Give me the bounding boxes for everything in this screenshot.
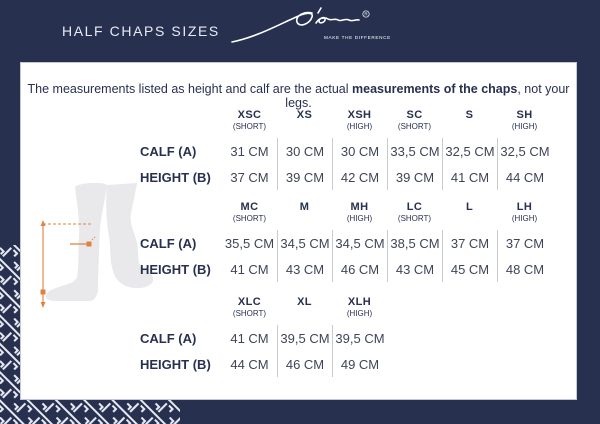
size-table-m-l: MC (SHORT) M MH (HIGH) LC (SHORT) L LH (HIGH) CALF… bbox=[140, 200, 552, 282]
calf-value: 35,5 CM bbox=[224, 235, 275, 251]
note-suffix: , not your legs. bbox=[285, 82, 570, 110]
size-variant: (SHORT) bbox=[397, 121, 432, 131]
calf-value: 31 CM bbox=[230, 143, 269, 159]
size-column-header: M bbox=[277, 200, 332, 230]
height-value: 44 CM bbox=[497, 164, 552, 190]
size-column-header: XL bbox=[277, 295, 332, 325]
size-code: L bbox=[465, 201, 474, 213]
size-code: S bbox=[465, 109, 474, 121]
size-code: XL bbox=[297, 296, 312, 308]
size-variant: (HIGH) bbox=[346, 121, 373, 131]
size-table-xl: XLC (SHORT) XL XLH (HIGH) CALF (A) 41 CM 39,5 C… bbox=[140, 295, 387, 377]
svg-text:R: R bbox=[364, 12, 368, 17]
size-column-header: MH (HIGH) bbox=[332, 200, 387, 230]
size-column-header: XSH (HIGH) bbox=[332, 108, 387, 138]
size-code: LH bbox=[516, 201, 533, 213]
size-code: MH bbox=[350, 201, 369, 213]
size-code: XS bbox=[296, 109, 313, 121]
calf-value: 37 CM bbox=[442, 230, 497, 256]
calf-value: 30 CM bbox=[277, 138, 332, 164]
height-value: 43 CM bbox=[277, 256, 332, 282]
size-column-header: LH (HIGH) bbox=[497, 200, 552, 230]
size-variant: (SHORT) bbox=[232, 213, 267, 223]
size-column-header: L bbox=[442, 200, 497, 230]
height-value: 43 CM bbox=[387, 256, 442, 282]
size-column-header: XS bbox=[277, 108, 332, 138]
brand-tagline: MAKE THE DIFFERENCE bbox=[324, 36, 391, 41]
leg-measurement-illustration-icon bbox=[40, 182, 154, 308]
height-row-label: HEIGHT (B) bbox=[140, 356, 211, 372]
size-code: MC bbox=[240, 201, 259, 213]
height-value: 46 CM bbox=[332, 256, 387, 282]
size-table-xs-s: XSC (SHORT) XS XSH (HIGH) SC (SHORT) S SH (HIGH) C… bbox=[140, 108, 552, 190]
size-code: XSC bbox=[237, 109, 262, 121]
size-variant: (HIGH) bbox=[511, 121, 538, 131]
height-value: 49 CM bbox=[332, 351, 387, 377]
height-value: 41 CM bbox=[442, 164, 497, 190]
size-variant: (HIGH) bbox=[346, 213, 373, 223]
size-code: LC bbox=[406, 201, 423, 213]
height-value: 42 CM bbox=[332, 164, 387, 190]
size-column-header: XSC (SHORT) bbox=[222, 108, 277, 138]
height-value: 39 CM bbox=[277, 164, 332, 190]
height-value: 45 CM bbox=[442, 256, 497, 282]
size-code: SH bbox=[516, 109, 533, 121]
size-column-header: MC (SHORT) bbox=[222, 200, 277, 230]
height-value: 39 CM bbox=[387, 164, 442, 190]
calf-row-label: CALF (A) bbox=[140, 143, 197, 159]
size-column-header: SC (SHORT) bbox=[387, 108, 442, 138]
measurement-note: The measurements listed as height and ca… bbox=[21, 82, 576, 110]
size-column-header: XLC (SHORT) bbox=[222, 295, 277, 325]
size-code: M bbox=[299, 201, 310, 213]
table-corner-spacer bbox=[140, 108, 222, 138]
size-column-header: S bbox=[442, 108, 497, 138]
size-code: XLC bbox=[237, 296, 262, 308]
table-corner-spacer bbox=[140, 200, 222, 230]
calf-value: 41 CM bbox=[230, 330, 269, 346]
size-code: XLH bbox=[347, 296, 372, 308]
note-bold: measurements of the chaps bbox=[352, 82, 518, 96]
size-code: SC bbox=[406, 109, 423, 121]
size-variant: (SHORT) bbox=[232, 121, 267, 131]
calf-value: 32,5 CM bbox=[442, 138, 497, 164]
calf-value: 39,5 CM bbox=[332, 325, 387, 351]
calf-value: 33,5 CM bbox=[387, 138, 442, 164]
calf-row-label: CALF (A) bbox=[140, 330, 197, 346]
calf-value: 38,5 CM bbox=[387, 230, 442, 256]
size-variant: (SHORT) bbox=[397, 213, 432, 223]
calf-value: 34,5 CM bbox=[332, 230, 387, 256]
calf-value: 37 CM bbox=[497, 230, 552, 256]
height-value: 37 CM bbox=[230, 169, 269, 185]
height-value: 46 CM bbox=[277, 351, 332, 377]
arrow-down-icon bbox=[40, 302, 46, 308]
height-value: 41 CM bbox=[230, 261, 269, 277]
arrow-up-icon bbox=[40, 220, 46, 226]
size-variant: (SHORT) bbox=[232, 308, 267, 318]
height-b-marker bbox=[40, 289, 46, 295]
calf-value: 34,5 CM bbox=[277, 230, 332, 256]
note-prefix: The measurements listed as height and ca… bbox=[27, 82, 353, 96]
table-corner-spacer bbox=[140, 295, 222, 325]
dyon-signature-icon: R bbox=[231, 7, 370, 43]
size-column-header: SH (HIGH) bbox=[497, 108, 552, 138]
calf-row-label: CALF (A) bbox=[140, 235, 197, 251]
calf-value: 39,5 CM bbox=[277, 325, 332, 351]
page-title: HALF CHAPS SIZES bbox=[62, 23, 220, 39]
height-value: 44 CM bbox=[230, 356, 269, 372]
size-variant: (HIGH) bbox=[346, 308, 373, 318]
brand-logo: R MAKE THE DIFFERENCE bbox=[228, 6, 391, 56]
calf-value: 30 CM bbox=[332, 138, 387, 164]
content-card: The measurements listed as height and ca… bbox=[20, 62, 577, 400]
size-variant: (HIGH) bbox=[511, 213, 538, 223]
size-column-header: XLH (HIGH) bbox=[332, 295, 387, 325]
height-row-label: HEIGHT (B) bbox=[140, 261, 211, 277]
registered-mark-icon: R bbox=[362, 10, 370, 18]
height-value: 48 CM bbox=[497, 256, 552, 282]
size-column-header: LC (SHORT) bbox=[387, 200, 442, 230]
calf-a-marker bbox=[86, 241, 92, 247]
height-row-label: HEIGHT (B) bbox=[140, 169, 211, 185]
size-code: XSH bbox=[347, 109, 372, 121]
calf-value: 32,5 CM bbox=[497, 138, 552, 164]
